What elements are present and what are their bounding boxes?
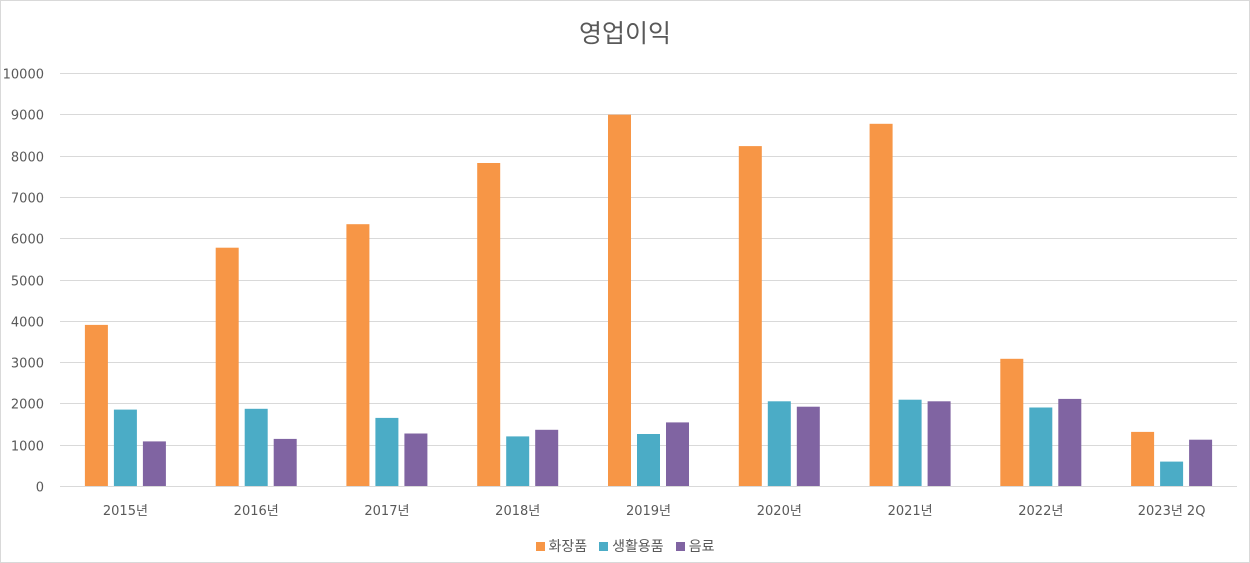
bar: [477, 163, 501, 486]
bar: [1131, 431, 1155, 486]
y-tick-label: 7000: [11, 192, 44, 207]
bar: [535, 429, 559, 486]
legend-label: 생활용품: [612, 539, 664, 555]
y-tick-label: 10000: [3, 68, 44, 83]
y-tick-label: 0: [36, 481, 44, 496]
y-tick-label: 8000: [11, 151, 44, 166]
bar: [113, 409, 137, 486]
y-tick-label: 5000: [11, 275, 44, 290]
y-tick-label: 9000: [11, 109, 44, 124]
x-tick-label: 2015년: [103, 504, 148, 519]
gridlines: [60, 73, 1237, 487]
bar: [273, 438, 297, 486]
legend-label: 화장품: [548, 539, 588, 555]
bars: [84, 114, 1213, 487]
bar: [1000, 358, 1024, 486]
legend-label: 음료: [688, 539, 715, 555]
bar: [1029, 407, 1053, 486]
bar: [1160, 461, 1184, 486]
bar: [666, 422, 689, 486]
bar: [84, 324, 108, 486]
bar: [215, 247, 239, 486]
x-tick-label: 2021년: [888, 504, 933, 519]
y-tick-label: 4000: [11, 316, 44, 331]
bar: [767, 401, 791, 486]
bar: [796, 406, 820, 486]
bar: [244, 408, 268, 486]
bar: [404, 433, 428, 486]
bar: [346, 224, 370, 486]
bar: [869, 123, 893, 487]
legend-swatch: [535, 542, 545, 551]
x-axis: 2015년 2016년 2017년 2018년 2019년 2020년 2021년 2022년…: [103, 504, 1206, 519]
bar: [898, 399, 922, 486]
bar: [637, 434, 660, 486]
x-tick-label: 2016년: [234, 504, 279, 519]
bar: [927, 401, 951, 486]
y-tick-label: 2000: [11, 398, 44, 413]
y-tick-label: 6000: [11, 233, 44, 248]
legend-swatch: [599, 542, 609, 551]
bar: [1189, 439, 1213, 486]
y-tick-label: 1000: [11, 440, 44, 455]
bar: [738, 146, 762, 486]
bar: [142, 441, 166, 486]
y-tick-label: 3000: [11, 357, 44, 372]
legend: 화장품 생활용품 음료: [0, 536, 1250, 556]
y-axis: 0 1000 2000 3000 4000 5000 6000 7000 8000 9000 100…: [3, 68, 44, 496]
legend-item: 화장품: [535, 536, 588, 556]
chart-title: 영업이익: [578, 19, 671, 48]
x-tick-label: 2022년: [1018, 504, 1063, 519]
bar: [608, 114, 631, 486]
x-tick-label: 2020년: [757, 504, 802, 519]
x-tick-label: 2019년: [626, 504, 671, 519]
legend-swatch: [675, 542, 685, 551]
legend-item: 음료: [675, 536, 715, 556]
bar: [1058, 398, 1082, 486]
x-tick-label: 2017년: [364, 504, 409, 519]
x-tick-label: 2018년: [495, 504, 540, 519]
bar: [506, 436, 530, 486]
legend-item: 생활용품: [599, 536, 664, 556]
bar: [375, 417, 399, 486]
x-tick-label: 2023년 2Q: [1138, 504, 1206, 519]
